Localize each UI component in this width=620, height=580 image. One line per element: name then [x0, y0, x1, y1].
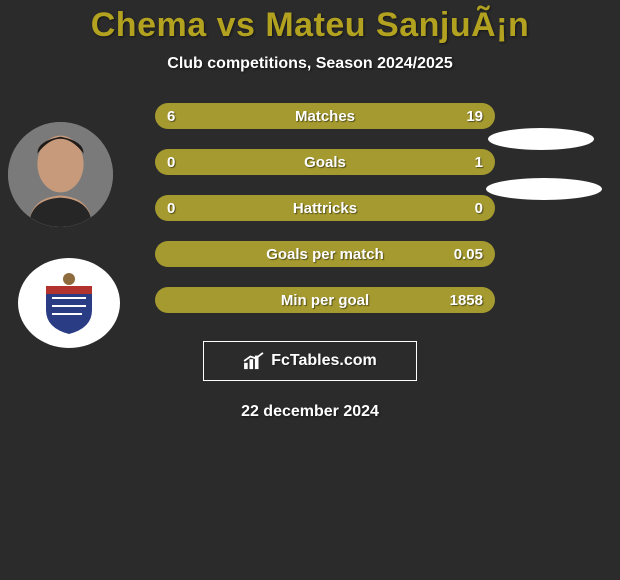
- stat-value-right: 0.05: [443, 246, 483, 263]
- stat-value-right: 1: [443, 154, 483, 171]
- date-line: 22 december 2024: [0, 403, 620, 421]
- club-shield-icon: [42, 272, 96, 334]
- stat-value-left: 6: [167, 108, 207, 125]
- decorative-blob-2: [486, 178, 602, 200]
- comparison-card: Chema vs Mateu SanjuÃ¡n Club competition…: [0, 0, 620, 580]
- player-silhouette-icon: [8, 122, 113, 227]
- stat-value-right: 1858: [443, 292, 483, 309]
- stat-row: 0Hattricks0: [155, 195, 495, 221]
- brand-text: FcTables.com: [271, 352, 377, 370]
- page-title: Chema vs Mateu SanjuÃ¡n: [0, 6, 620, 45]
- player-photo-left: [8, 122, 113, 227]
- stat-row: 6Matches19: [155, 103, 495, 129]
- stat-value-left: 0: [167, 154, 207, 171]
- decorative-blob-1: [488, 128, 594, 150]
- subtitle: Club competitions, Season 2024/2025: [0, 55, 620, 73]
- stat-value-left: 0: [167, 200, 207, 217]
- stat-row: 0Goals1: [155, 149, 495, 175]
- stat-value-right: 19: [443, 108, 483, 125]
- stat-row: Min per goal1858: [155, 287, 495, 313]
- bar-chart-icon: [243, 352, 265, 370]
- club-badge-left: [18, 258, 120, 348]
- brand-badge: FcTables.com: [203, 341, 417, 381]
- stat-value-right: 0: [443, 200, 483, 217]
- stat-row: Goals per match0.05: [155, 241, 495, 267]
